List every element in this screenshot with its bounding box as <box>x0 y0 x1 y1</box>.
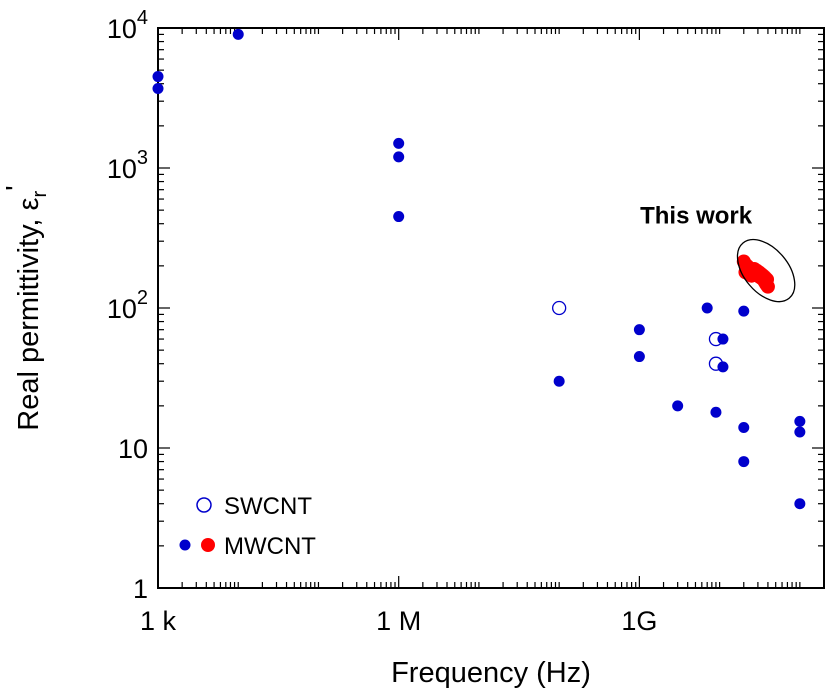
this-work-point <box>760 272 775 287</box>
x-tick-label: 1G <box>621 606 657 636</box>
x-axis-title: Frequency (Hz) <box>391 657 591 689</box>
legend-mwcnt-marker-blue <box>179 539 191 551</box>
mwcnt-point <box>393 211 405 223</box>
annotation: This work <box>640 203 796 303</box>
legend-swcnt-marker <box>196 497 212 513</box>
mwcnt-point <box>232 28 244 40</box>
legend-mwcnt-label: MWCNT <box>224 533 316 560</box>
mwcnt-point <box>794 498 806 510</box>
y-tick-label: 104 <box>107 7 148 44</box>
mwcnt-point <box>794 426 806 438</box>
mwcnt-point <box>152 82 164 94</box>
y-tick-labels: 1 10 102 103 104 <box>107 7 148 604</box>
y-tick-label: 103 <box>107 147 148 184</box>
mwcnt-point <box>717 333 729 345</box>
x-tick-label: 1 k <box>140 606 177 636</box>
legend-mwcnt-marker-red <box>201 538 215 552</box>
mwcnt-point <box>701 302 713 314</box>
y-tick-label: 1 <box>133 574 148 604</box>
plot-frame <box>157 27 825 589</box>
annotation-label: This work <box>640 203 753 230</box>
x-tick-label: 1 M <box>376 606 421 636</box>
mwcnt-point <box>152 71 164 83</box>
data-points <box>152 28 806 510</box>
swcnt-point <box>552 300 567 316</box>
mwcnt-point <box>393 137 405 149</box>
mwcnt-point <box>633 324 645 336</box>
mwcnt-point <box>717 361 729 373</box>
mwcnt-point <box>738 305 750 317</box>
mwcnt-point <box>553 375 565 387</box>
mwcnt-point <box>393 151 405 163</box>
mwcnt-point <box>738 456 750 468</box>
mwcnt-point <box>672 400 684 412</box>
annotation-ellipse <box>736 238 796 303</box>
mwcnt-point <box>738 422 750 434</box>
mwcnt-point <box>794 415 806 427</box>
y-tick-label: 102 <box>107 287 148 324</box>
legend-swcnt-label: SWCNT <box>224 493 312 520</box>
y-axis-title: Real permittivity, εr' <box>1 185 51 430</box>
x-tick-labels: 1 k 1 M 1G <box>140 606 657 636</box>
legend: SWCNT MWCNT <box>179 493 316 560</box>
mwcnt-point <box>633 351 645 363</box>
mwcnt-point <box>710 406 722 418</box>
y-tick-label: 10 <box>118 434 148 464</box>
